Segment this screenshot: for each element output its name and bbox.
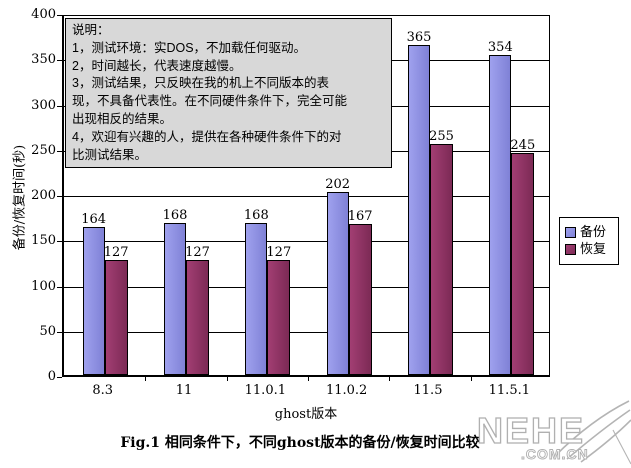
legend-item: 恢复 [565,242,613,257]
x-tick-label: 11.5 [413,383,443,398]
bar-restore [430,144,453,375]
x-tick-label: 11.0.2 [325,383,368,398]
gridline [64,241,549,243]
annotation-line: 现，不具备代表性。在不同硬件条件下，完全可能 [72,94,348,109]
x-tick-label: 11.0.1 [244,383,286,398]
legend-label: 备份 [580,225,607,240]
y-tick-mark [57,196,62,197]
watermark-logo: NEHE .COM.CN [476,400,631,465]
gridline [64,331,549,333]
annotation-line: 比测试结果。 [72,147,148,162]
x-tick-label: 11.5.1 [488,383,530,398]
legend-swatch-restore [565,244,576,255]
x-tick-label: 11 [175,383,193,398]
y-tick-label: 400 [31,7,56,22]
bar-value-label: 168 [162,208,188,223]
watermark-title: NEHE [477,410,585,451]
y-tick-mark [57,377,62,378]
bar-value-label: 202 [325,177,351,192]
x-boundary-tick [145,377,147,381]
bar-value-label: 164 [81,212,107,227]
bar-restore [267,260,291,375]
bar-backup [245,223,268,375]
x-tick-label: 8.3 [92,383,113,398]
gridline [64,196,549,197]
watermark-subtitle: .COM.CN [521,446,589,462]
y-tick-label: 200 [31,188,56,203]
bar-value-label: 365 [406,30,432,45]
bar-value-label: 127 [185,245,210,260]
bar-value-label: 168 [243,208,269,223]
bar-value-label: 167 [347,209,373,224]
bar-value-label: 255 [429,129,454,144]
y-tick-mark [57,150,62,152]
gridline [64,286,549,288]
y-tick-label: 250 [31,142,56,158]
bar-backup [408,45,430,375]
x-boundary-tick [470,377,472,381]
bar-restore [348,224,372,375]
bar-backup [82,227,105,375]
bar-value-label: 127 [266,245,292,260]
figure-caption: Fig.1 相同条件下，不同ghost版本的备份/恢复时间比较 [120,435,480,451]
annotation-line: 1，测试环境：实DOS，不加载任何驱动。 [72,40,307,55]
x-boundary-tick [308,377,309,381]
y-tick-label: 0 [47,369,56,384]
gridline [64,15,549,16]
legend-swatch-backup [565,227,576,238]
bar-value-label: 245 [510,138,536,153]
y-tick-label: 100 [31,278,56,294]
legend-label: 恢复 [580,242,607,257]
y-tick-mark [57,286,62,288]
y-tick-label: 50 [39,323,56,339]
annotation-line: 4，欢迎有兴趣的人，提供在各种硬件条件下的对 [72,129,342,144]
y-tick-mark [57,331,62,333]
x-boundary-tick [389,377,391,381]
bar-value-label: 354 [487,40,513,55]
annotation-line: 2，时间越长，代表速度越慢。 [72,58,242,73]
y-tick-mark [57,105,62,107]
y-tick-mark [57,15,62,16]
y-tick-label: 150 [31,233,56,249]
annotation-line: 出现相反的结果。 [72,111,173,126]
bar-backup [164,223,186,375]
annotation-line: 3，测试结果，只反映在我的机上不同版本的表 [72,76,329,91]
bar-backup [489,55,512,375]
annotation-line: 说明： [72,23,110,37]
bar-backup [326,192,349,375]
y-tick-label: 300 [31,97,56,113]
x-axis-title: ghost版本 [274,407,338,422]
y-tick-label: 350 [31,52,56,68]
bar-restore [104,260,128,375]
x-boundary-tick [226,377,228,381]
bar-restore [186,260,209,375]
bar-value-label: 127 [103,245,129,260]
bar-restore [511,153,535,375]
y-tick-mark [57,241,62,243]
legend-item: 备份 [565,225,613,240]
legend: 备份 恢复 [559,217,619,265]
annotation-box: 说明： 1，测试环境：实DOS，不加载任何驱动。 2，时间越长，代表速度越慢。 3，测… [65,18,392,168]
y-tick-mark [57,60,62,62]
